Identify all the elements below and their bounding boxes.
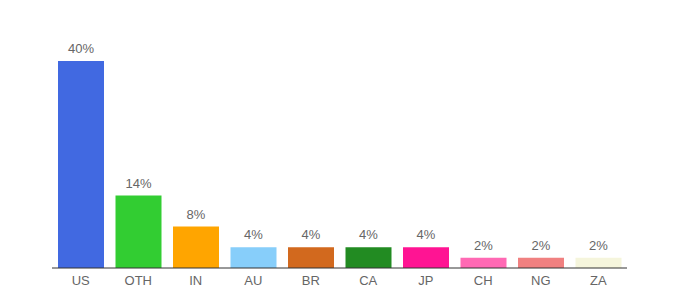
svg-text:14%: 14% [125, 176, 151, 191]
svg-text:2%: 2% [532, 238, 551, 253]
svg-text:US: US [72, 273, 90, 288]
svg-text:CH: CH [474, 273, 493, 288]
svg-text:OTH: OTH [125, 273, 152, 288]
svg-text:4%: 4% [244, 227, 263, 242]
svg-text:AU: AU [244, 273, 262, 288]
svg-text:IN: IN [189, 273, 202, 288]
svg-text:2%: 2% [474, 238, 493, 253]
svg-text:40%: 40% [68, 41, 94, 56]
svg-text:4%: 4% [359, 227, 378, 242]
svg-text:JP: JP [418, 273, 433, 288]
svg-text:4%: 4% [417, 227, 436, 242]
svg-text:4%: 4% [302, 227, 321, 242]
svg-text:ZA: ZA [590, 273, 607, 288]
svg-text:8%: 8% [187, 207, 206, 222]
svg-text:NG: NG [531, 273, 551, 288]
svg-text:CA: CA [359, 273, 377, 288]
svg-text:BR: BR [302, 273, 320, 288]
svg-text:2%: 2% [589, 238, 608, 253]
